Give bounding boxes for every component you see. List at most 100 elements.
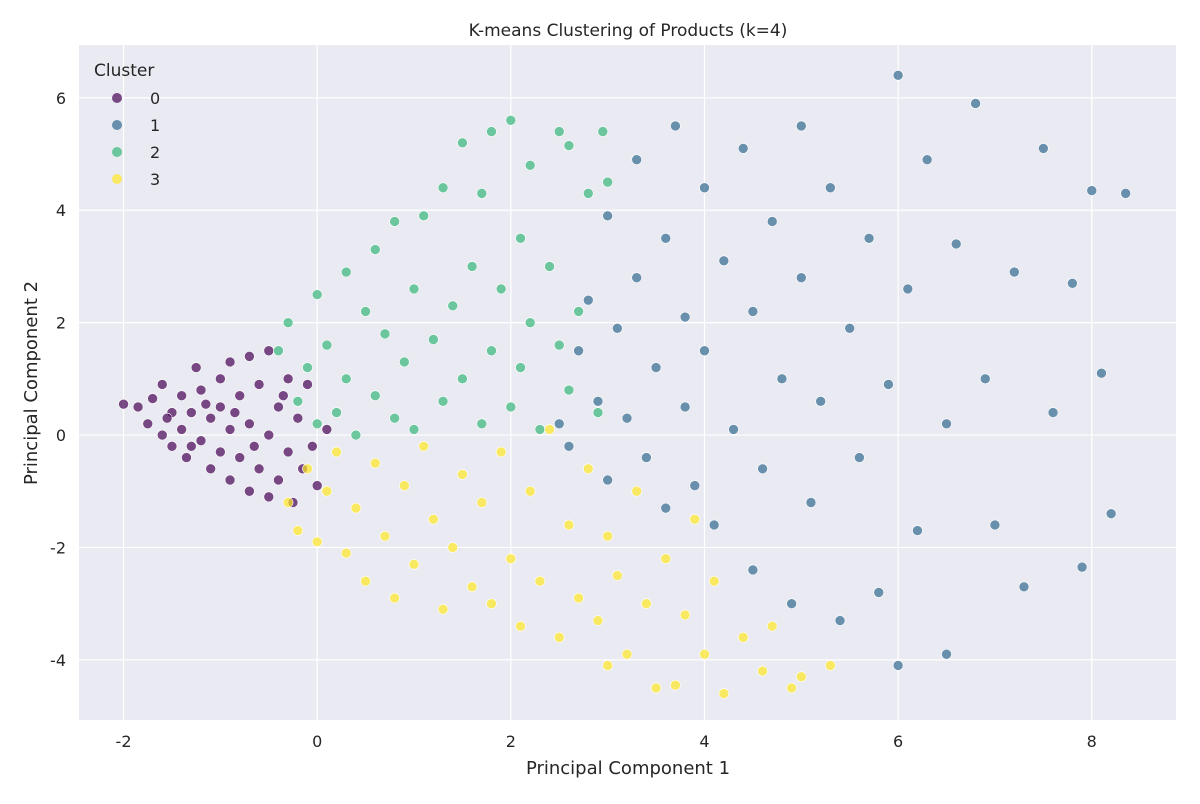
point-cluster-2 [476, 418, 488, 430]
point-cluster-3 [340, 547, 352, 559]
point-cluster-2 [360, 306, 371, 317]
legend-marker-3 [112, 174, 122, 184]
point-cluster-2 [408, 283, 420, 295]
point-cluster-2 [534, 424, 546, 435]
point-cluster-3 [737, 632, 749, 643]
point-cluster-2 [302, 362, 313, 373]
point-cluster-1 [602, 474, 613, 486]
point-cluster-2 [311, 289, 323, 300]
point-cluster-2 [592, 407, 604, 418]
point-cluster-1 [660, 502, 672, 514]
point-cluster-3 [505, 553, 517, 564]
point-cluster-0 [195, 435, 207, 446]
point-cluster-0 [229, 407, 241, 418]
point-cluster-3 [292, 525, 304, 536]
point-cluster-0 [282, 373, 294, 385]
point-cluster-3 [573, 592, 584, 604]
point-cluster-2 [369, 390, 381, 402]
point-cluster-1 [563, 440, 575, 452]
point-cluster-0 [244, 485, 255, 497]
legend-label-2: 2 [150, 143, 160, 162]
point-cluster-0 [277, 390, 289, 402]
point-cluster-0 [132, 401, 144, 413]
point-cluster-3 [699, 648, 710, 660]
point-cluster-1 [941, 418, 952, 430]
point-cluster-0 [215, 401, 226, 413]
point-cluster-1 [1096, 367, 1107, 379]
point-cluster-2 [582, 188, 594, 199]
point-cluster-1 [1086, 185, 1098, 196]
point-cluster-3 [650, 682, 662, 694]
point-cluster-3 [544, 424, 555, 435]
point-cluster-3 [418, 440, 429, 452]
legend-marker-2 [112, 147, 122, 157]
point-cluster-1 [1018, 581, 1030, 593]
point-cluster-2 [369, 244, 381, 255]
point-cluster-1 [950, 238, 962, 250]
point-cluster-0 [273, 474, 284, 486]
point-cluster-1 [641, 452, 652, 463]
point-cluster-0 [234, 390, 246, 402]
point-cluster-3 [592, 615, 604, 626]
point-cluster-1 [786, 598, 797, 609]
tick-labels: -2 0 2 4 6 8 -4 -2 0 2 4 6 [50, 89, 1097, 751]
point-cluster-1 [699, 345, 710, 357]
point-cluster-1 [1076, 561, 1088, 573]
point-cluster-3 [621, 648, 633, 660]
point-cluster-3 [670, 679, 681, 691]
point-cluster-3 [660, 553, 672, 564]
point-cluster-2 [273, 345, 284, 357]
point-cluster-0 [176, 424, 187, 435]
point-cluster-1 [679, 311, 691, 323]
point-cluster-0 [186, 440, 197, 452]
point-cluster-3 [360, 575, 371, 587]
point-cluster-2 [553, 339, 565, 351]
x-tick-label: 8 [1087, 732, 1097, 751]
point-cluster-3 [641, 598, 652, 609]
point-cluster-1 [679, 401, 691, 413]
point-cluster-0 [234, 452, 246, 463]
x-tick-label: 6 [893, 732, 903, 751]
point-cluster-3 [447, 542, 459, 553]
legend-marker-1 [112, 120, 122, 130]
point-cluster-1 [912, 525, 923, 536]
point-cluster-1 [573, 345, 584, 357]
point-cluster-3 [466, 581, 478, 593]
point-cluster-0 [244, 418, 255, 430]
point-cluster-2 [437, 396, 449, 407]
point-cluster-0 [224, 356, 236, 368]
point-cluster-2 [340, 266, 352, 278]
point-cluster-1 [815, 396, 826, 407]
point-cluster-3 [437, 603, 449, 615]
point-cluster-2 [418, 210, 429, 222]
point-cluster-2 [524, 159, 536, 171]
point-cluster-0 [263, 491, 275, 503]
point-cluster-2 [379, 328, 391, 340]
point-cluster-3 [757, 665, 768, 677]
point-cluster-1 [747, 306, 759, 317]
point-cluster-1 [553, 418, 565, 430]
legend-marker-0 [112, 93, 122, 103]
point-cluster-0 [307, 440, 318, 452]
point-cluster-0 [190, 362, 202, 373]
point-cluster-2 [447, 300, 459, 312]
point-cluster-3 [389, 592, 400, 604]
point-cluster-2 [457, 137, 468, 149]
point-cluster-2 [476, 188, 488, 199]
point-cluster-0 [244, 351, 255, 362]
point-cluster-1 [747, 564, 759, 576]
point-cluster-1 [708, 519, 720, 531]
point-cluster-0 [224, 474, 236, 486]
point-cluster-0 [263, 345, 275, 357]
points [118, 70, 1131, 699]
point-cluster-3 [379, 530, 391, 542]
legend: Cluster 0 1 2 3 [94, 61, 160, 189]
point-cluster-3 [612, 570, 623, 581]
x-axis-label: Principal Component 1 [526, 758, 730, 779]
point-cluster-0 [161, 412, 173, 424]
point-cluster-2 [292, 396, 304, 407]
point-cluster-3 [786, 682, 797, 694]
point-cluster-1 [612, 322, 623, 334]
point-cluster-0 [248, 440, 260, 452]
point-cluster-3 [718, 688, 730, 699]
